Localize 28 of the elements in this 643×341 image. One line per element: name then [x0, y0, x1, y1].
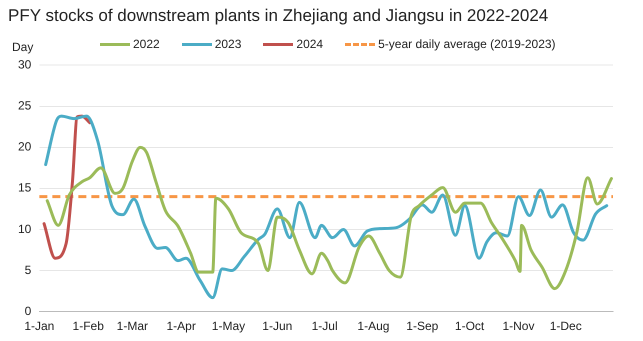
line-series [44, 114, 608, 300]
x-tick-label: 1-Sep [406, 319, 439, 334]
legend-label: 2022 [133, 37, 160, 51]
x-tick-label: 1-Aug [357, 319, 390, 334]
y-tick-label: 25 [18, 98, 32, 113]
line-series [42, 114, 92, 260]
y-tick-label: 20 [18, 140, 32, 154]
x-tick-label: 1-Jan [24, 319, 54, 334]
y-tick-label: 0 [24, 304, 32, 318]
x-tick-label: 1-Nov [502, 319, 534, 334]
y-tick-label: 15 [18, 180, 32, 195]
y-tick-label: 30 [18, 58, 32, 72]
y-tick-label: 10 [18, 222, 32, 236]
chart-title: PFY stocks of downstream plants in Zhejiang and Jiangsu in 2022-2024 [8, 6, 548, 26]
legend-label: 2023 [214, 37, 242, 51]
y-tick-label: 5 [24, 262, 32, 277]
legend-label: 2024 [296, 37, 324, 51]
x-tick-label: 1-Feb [72, 319, 104, 334]
x-tick-label: 1-Apr [166, 319, 196, 334]
y-axis-title: Day [12, 40, 34, 54]
x-tick-label: 1-Oct [454, 319, 485, 334]
x-tick-label: 1-Jun [262, 319, 292, 334]
x-tick-label: 1-May [212, 319, 246, 334]
legend-label: 5-year daily average (2019-2023) [378, 37, 556, 51]
x-tick-label: 1-Mar [116, 319, 148, 334]
x-tick-label: 1-Dec [550, 319, 582, 334]
line-series [46, 146, 613, 290]
x-tick-label: 1-Jul [312, 319, 338, 334]
